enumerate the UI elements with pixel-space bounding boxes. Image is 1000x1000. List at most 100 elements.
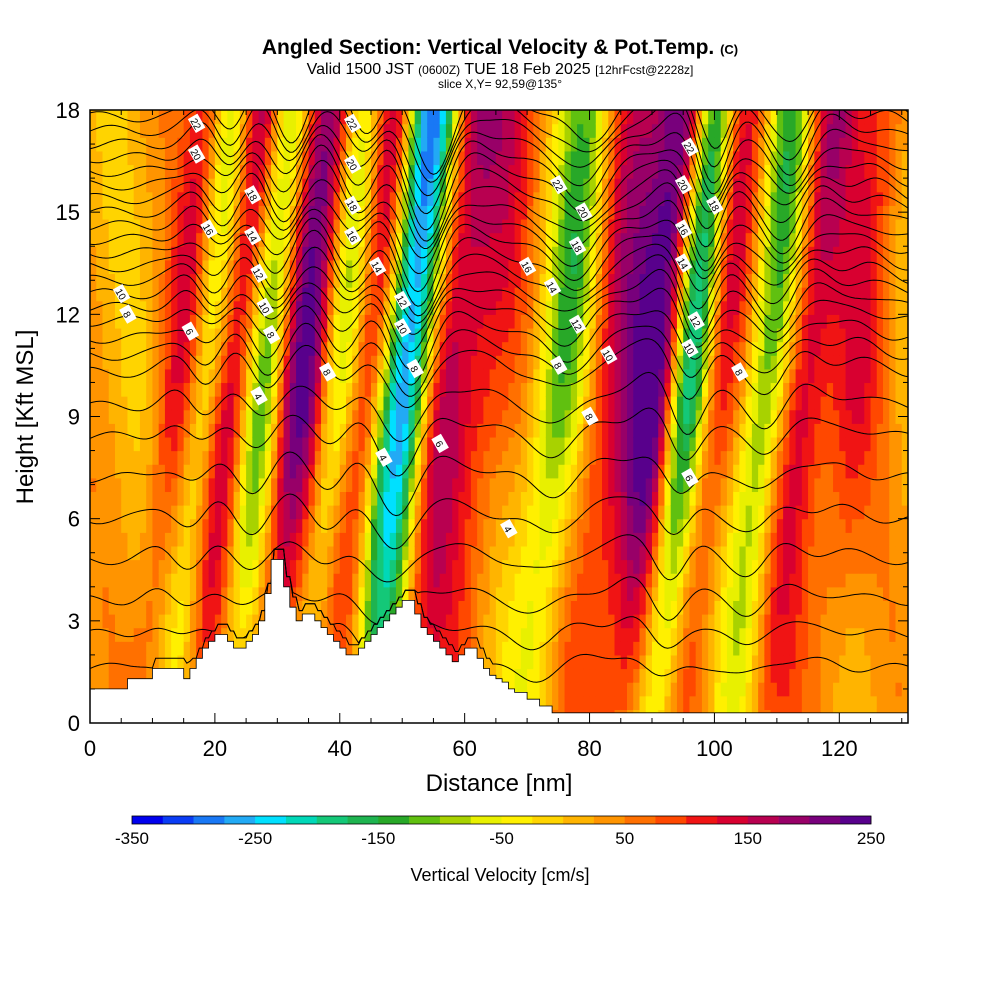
field-cell xyxy=(764,518,772,533)
field-cell xyxy=(427,110,435,125)
field-cell xyxy=(221,341,228,356)
field-cell xyxy=(589,695,597,710)
field-cell xyxy=(339,287,347,302)
field-cell xyxy=(608,137,616,152)
field-cell xyxy=(189,341,197,356)
field-cell xyxy=(464,545,472,561)
field-cell xyxy=(252,341,260,356)
field-cell xyxy=(701,614,709,629)
field-cell xyxy=(602,668,609,683)
field-cell xyxy=(645,191,653,206)
field-cell xyxy=(620,287,628,302)
field-cell xyxy=(221,559,228,574)
field-cell xyxy=(327,137,335,152)
field-cell xyxy=(164,300,172,315)
field-cell xyxy=(171,532,179,547)
field-cell xyxy=(720,450,728,465)
field-cell xyxy=(608,668,616,683)
field-cell xyxy=(570,368,578,384)
field-cell xyxy=(670,355,678,370)
field-cell xyxy=(539,450,547,465)
field-cell xyxy=(683,205,691,220)
field-cell xyxy=(745,150,753,166)
field-cell xyxy=(283,178,291,193)
field-cell xyxy=(689,654,697,670)
field-cell xyxy=(445,477,453,493)
field-cell xyxy=(514,641,522,656)
field-cell xyxy=(539,654,547,670)
field-cell xyxy=(577,518,584,533)
field-cell xyxy=(127,137,135,152)
field-cell xyxy=(495,232,503,247)
field-cell xyxy=(252,614,260,629)
field-cell xyxy=(658,246,666,261)
field-cell xyxy=(751,518,759,533)
field-cell xyxy=(658,545,666,561)
field-cell xyxy=(90,178,97,193)
field-cell xyxy=(552,641,559,656)
field-cell xyxy=(283,218,291,234)
field-cell xyxy=(701,600,709,615)
chart-title: Angled Section: Vertical Velocity & Pot.… xyxy=(0,36,1000,60)
field-cell xyxy=(439,559,447,574)
field-cell xyxy=(602,423,609,438)
field-cell xyxy=(726,436,734,452)
field-cell xyxy=(196,600,203,615)
field-cell xyxy=(620,518,628,533)
field-cell xyxy=(239,505,247,520)
field-cell xyxy=(370,423,378,438)
field-cell xyxy=(333,505,341,520)
field-cell xyxy=(502,137,509,152)
field-cell xyxy=(171,600,179,615)
field-cell xyxy=(658,586,666,601)
field-cell xyxy=(121,627,129,642)
field-cell xyxy=(314,505,322,520)
field-cell xyxy=(633,682,641,697)
field-cell xyxy=(458,627,466,642)
field-cell xyxy=(127,641,135,656)
field-cell xyxy=(720,695,728,710)
field-cell xyxy=(708,110,716,125)
field-cell xyxy=(508,464,516,479)
field-cell xyxy=(726,382,734,397)
field-cell xyxy=(726,600,734,615)
field-cell xyxy=(90,355,97,370)
field-cell xyxy=(458,314,466,329)
field-cell xyxy=(614,464,622,479)
field-cell xyxy=(670,382,678,397)
field-cell xyxy=(146,409,154,424)
field-cell xyxy=(352,586,360,601)
field-cell xyxy=(183,436,191,452)
field-cell xyxy=(445,368,453,384)
field-cell xyxy=(370,273,378,288)
field-cell xyxy=(202,436,210,452)
field-cell xyxy=(676,654,684,670)
field-cell xyxy=(570,695,578,710)
field-cell xyxy=(589,110,597,125)
field-cell xyxy=(733,627,740,642)
field-cell xyxy=(701,409,709,424)
field-cell xyxy=(370,396,378,411)
field-cell xyxy=(483,191,491,206)
field-cell xyxy=(651,450,659,465)
field-cell xyxy=(308,327,316,343)
field-cell xyxy=(208,505,216,520)
field-cell xyxy=(770,164,778,179)
field-cell xyxy=(483,436,491,452)
field-cell xyxy=(751,627,759,642)
field-cell xyxy=(545,532,553,547)
field-cell xyxy=(758,586,765,601)
field-cell xyxy=(708,382,716,397)
field-cell xyxy=(664,532,672,547)
field-cell xyxy=(221,232,228,247)
field-cell xyxy=(464,191,472,206)
field-cell xyxy=(314,246,322,261)
field-cell xyxy=(108,600,116,615)
field-cell xyxy=(183,164,191,179)
field-cell xyxy=(427,218,435,234)
field-cell xyxy=(389,314,397,329)
field-cell xyxy=(346,273,353,288)
field-cell xyxy=(352,300,360,315)
field-cell xyxy=(627,287,634,302)
field-cell xyxy=(708,614,716,629)
